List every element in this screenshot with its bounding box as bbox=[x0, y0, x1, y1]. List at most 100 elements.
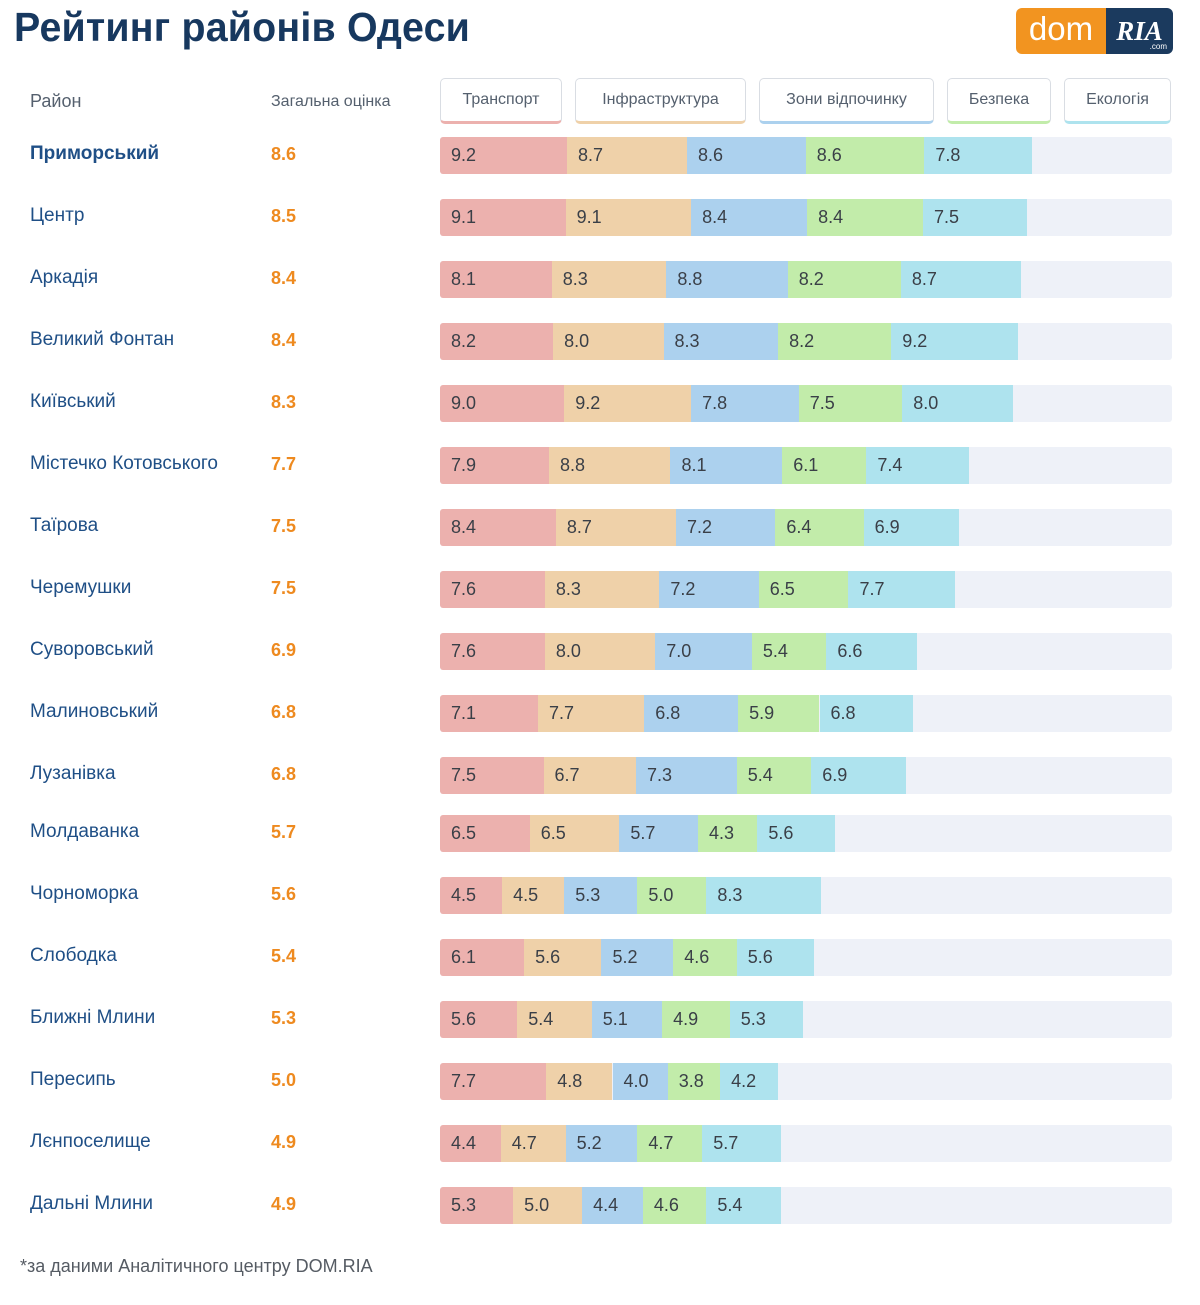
bar-segment[interactable]: 9.1 bbox=[440, 198, 566, 236]
district-name[interactable]: Лєнпоселище bbox=[30, 1131, 151, 1152]
district-name[interactable]: Аркадія bbox=[30, 267, 99, 288]
bar-segment[interactable]: 7.0 bbox=[655, 632, 752, 670]
bar-segment[interactable]: 7.7 bbox=[848, 570, 955, 608]
bar-segment[interactable]: 9.2 bbox=[891, 322, 1019, 360]
bar-segment[interactable]: 7.5 bbox=[923, 198, 1027, 236]
bar-segment[interactable]: 5.3 bbox=[729, 1000, 803, 1038]
bar-segment[interactable]: 5.6 bbox=[524, 938, 602, 976]
district-name[interactable]: Чорноморка bbox=[30, 883, 139, 904]
district-name[interactable]: Великий Фонтан bbox=[30, 329, 175, 350]
bar-segment[interactable]: 4.4 bbox=[440, 1124, 501, 1162]
bar-segment[interactable]: 8.7 bbox=[566, 136, 687, 174]
bar-segment[interactable]: 9.2 bbox=[440, 136, 567, 174]
district-name[interactable]: Суворовський bbox=[30, 639, 154, 660]
bar-segment[interactable]: 7.1 bbox=[440, 694, 538, 732]
bar-segment[interactable]: 8.3 bbox=[663, 322, 779, 360]
bar-segment[interactable]: 8.0 bbox=[553, 322, 664, 360]
bar-segment[interactable]: 6.8 bbox=[819, 694, 914, 732]
bar-segment[interactable]: 5.6 bbox=[736, 938, 814, 976]
bar-segment[interactable]: 8.2 bbox=[440, 322, 554, 360]
bar-segment[interactable]: 4.9 bbox=[662, 1000, 730, 1038]
district-name[interactable]: Лузанівка bbox=[30, 763, 116, 784]
bar-segment[interactable]: 5.7 bbox=[619, 814, 699, 852]
bar-segment[interactable]: 8.8 bbox=[666, 260, 788, 298]
bar-segment[interactable]: 8.8 bbox=[549, 446, 671, 484]
bar-segment[interactable]: 5.4 bbox=[751, 632, 827, 670]
bar-segment[interactable]: 7.2 bbox=[659, 570, 759, 608]
bar-segment[interactable]: 6.5 bbox=[529, 814, 620, 852]
bar-segment[interactable]: 4.3 bbox=[698, 814, 758, 852]
district-name[interactable]: Пересипь bbox=[30, 1069, 116, 1090]
bar-segment[interactable]: 8.3 bbox=[544, 570, 660, 608]
bar-segment[interactable]: 7.3 bbox=[635, 756, 737, 794]
bar-segment[interactable]: 5.2 bbox=[565, 1124, 638, 1162]
bar-segment[interactable]: 7.8 bbox=[691, 384, 799, 422]
bar-segment[interactable]: 4.5 bbox=[440, 876, 503, 914]
bar-segment[interactable]: 8.1 bbox=[670, 446, 783, 484]
district-name[interactable]: Містечко Котовського bbox=[30, 453, 218, 474]
legend-button-2[interactable]: Зони відпочинку bbox=[759, 78, 934, 124]
bar-segment[interactable]: 6.5 bbox=[440, 814, 530, 852]
legend-button-3[interactable]: Безпека bbox=[947, 78, 1051, 124]
district-name[interactable]: Ближні Млини bbox=[30, 1007, 156, 1028]
bar-segment[interactable]: 8.4 bbox=[440, 508, 556, 546]
district-name[interactable]: Таїрова bbox=[30, 515, 99, 536]
bar-segment[interactable]: 8.0 bbox=[544, 632, 656, 670]
district-name[interactable]: Дальні Млини bbox=[30, 1193, 154, 1214]
bar-segment[interactable]: 6.9 bbox=[863, 508, 959, 546]
district-name[interactable]: Приморський bbox=[30, 143, 160, 164]
bar-segment[interactable]: 7.4 bbox=[866, 446, 969, 484]
bar-segment[interactable]: 6.4 bbox=[775, 508, 864, 546]
bar-segment[interactable]: 5.3 bbox=[564, 876, 638, 914]
district-name[interactable]: Слободка bbox=[30, 945, 118, 966]
bar-segment[interactable]: 4.7 bbox=[637, 1124, 703, 1162]
bar-segment[interactable]: 6.7 bbox=[543, 756, 636, 794]
bar-segment[interactable]: 5.0 bbox=[637, 876, 707, 914]
bar-segment[interactable]: 7.7 bbox=[440, 1062, 547, 1100]
bar-segment[interactable]: 6.6 bbox=[826, 632, 918, 670]
bar-segment[interactable]: 5.2 bbox=[601, 938, 674, 976]
bar-segment[interactable]: 5.0 bbox=[513, 1186, 583, 1224]
bar-segment[interactable]: 7.6 bbox=[440, 570, 545, 608]
bar-segment[interactable]: 6.1 bbox=[782, 446, 867, 484]
bar-segment[interactable]: 8.1 bbox=[440, 260, 552, 298]
bar-segment[interactable]: 4.6 bbox=[642, 1186, 707, 1224]
bar-segment[interactable]: 8.2 bbox=[778, 322, 892, 360]
bar-segment[interactable]: 5.4 bbox=[736, 756, 812, 794]
bar-segment[interactable]: 8.4 bbox=[691, 198, 808, 236]
bar-segment[interactable]: 4.8 bbox=[546, 1062, 613, 1100]
bar-segment[interactable]: 7.5 bbox=[440, 756, 544, 794]
bar-segment[interactable]: 8.3 bbox=[706, 876, 821, 914]
bar-segment[interactable]: 5.4 bbox=[517, 1000, 592, 1038]
bar-segment[interactable]: 9.1 bbox=[565, 198, 692, 236]
bar-segment[interactable]: 8.0 bbox=[902, 384, 1013, 422]
bar-segment[interactable]: 8.6 bbox=[687, 136, 806, 174]
legend-button-1[interactable]: Інфраструктура bbox=[575, 78, 746, 124]
bar-segment[interactable]: 5.3 bbox=[440, 1186, 514, 1224]
bar-segment[interactable]: 7.8 bbox=[924, 136, 1032, 174]
bar-segment[interactable]: 4.6 bbox=[673, 938, 737, 976]
bar-segment[interactable]: 4.7 bbox=[500, 1124, 566, 1162]
bar-segment[interactable]: 8.7 bbox=[555, 508, 676, 546]
bar-segment[interactable]: 5.6 bbox=[757, 814, 835, 852]
district-name[interactable]: Малиновський bbox=[30, 701, 159, 722]
bar-segment[interactable]: 7.7 bbox=[537, 694, 645, 732]
bar-segment[interactable]: 7.5 bbox=[798, 384, 903, 422]
bar-segment[interactable]: 7.6 bbox=[440, 632, 545, 670]
bar-segment[interactable]: 6.5 bbox=[758, 570, 849, 608]
bar-segment[interactable]: 8.7 bbox=[900, 260, 1021, 298]
bar-segment[interactable]: 7.9 bbox=[440, 446, 550, 484]
dom-ria-logo[interactable]: dom RIA .com bbox=[1016, 8, 1173, 54]
legend-button-4[interactable]: Екологія bbox=[1064, 78, 1171, 124]
district-name[interactable]: Молдаванка bbox=[30, 821, 140, 842]
bar-segment[interactable]: 8.3 bbox=[551, 260, 667, 298]
bar-segment[interactable]: 3.8 bbox=[667, 1062, 721, 1100]
bar-segment[interactable]: 6.8 bbox=[644, 694, 739, 732]
bar-segment[interactable]: 5.4 bbox=[706, 1186, 781, 1224]
bar-segment[interactable]: 5.6 bbox=[440, 1000, 518, 1038]
bar-segment[interactable]: 4.0 bbox=[612, 1062, 668, 1100]
bar-segment[interactable]: 5.7 bbox=[702, 1124, 781, 1162]
bar-segment[interactable]: 9.2 bbox=[564, 384, 692, 422]
bar-segment[interactable]: 4.4 bbox=[582, 1186, 643, 1224]
district-name[interactable]: Черемушки bbox=[30, 577, 132, 598]
